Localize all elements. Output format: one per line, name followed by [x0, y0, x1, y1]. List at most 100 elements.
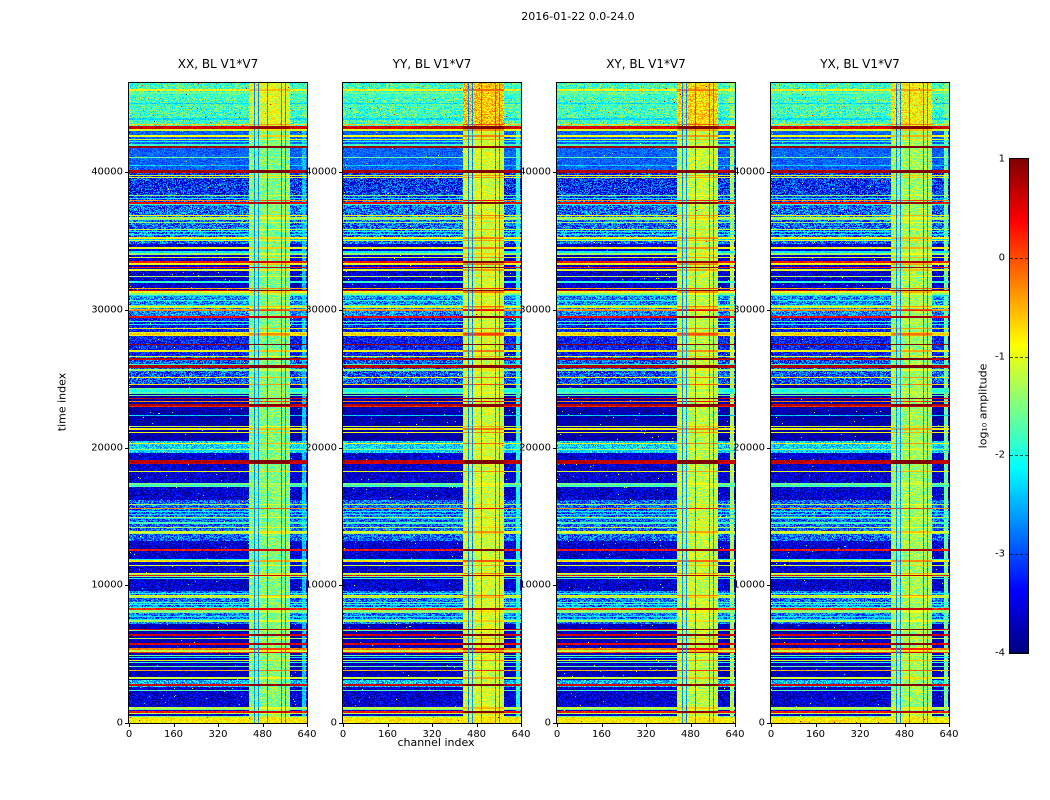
colorbar-tick-label: -1	[995, 351, 1005, 363]
y-tick-mark	[125, 310, 129, 312]
colorbar-tick-dash	[1010, 356, 1028, 358]
x-tick-label: 0	[553, 729, 561, 740]
y-tick-mark	[767, 723, 771, 724]
y-tick-label: 0	[116, 717, 123, 729]
x-tick-mark	[476, 723, 478, 727]
x-tick-mark	[432, 723, 433, 727]
y-tick-mark	[125, 447, 129, 449]
x-tick-mark	[904, 723, 906, 727]
y-tick-mark	[767, 172, 771, 174]
heatmap-canvas-yy	[343, 83, 521, 723]
x-tick-mark	[735, 723, 736, 727]
x-tick-mark	[860, 723, 861, 727]
colorbar-tick-dash	[1010, 652, 1028, 653]
y-tick-mark	[553, 723, 557, 724]
x-tick-label: 480	[894, 729, 915, 740]
x-tick-label: 160	[377, 729, 398, 740]
y-tick-label: 30000	[519, 304, 551, 316]
y-tick-mark	[125, 723, 129, 724]
heatmap-panel-xy: XY, BL V1*V7 0 160 320 480 640 0 10000 20000 300…	[519, 57, 744, 740]
x-tick-label: 320	[636, 729, 656, 740]
y-tick-label: 40000	[305, 166, 337, 178]
y-tick-label: 10000	[305, 579, 337, 591]
x-tick-label: 640	[939, 729, 959, 740]
x-tick-mark	[521, 723, 522, 727]
colorbar-tick-label: -3	[995, 548, 1005, 560]
y-tick-label: 10000	[91, 579, 123, 591]
y-tick-mark	[553, 585, 557, 587]
y-tick-mark	[767, 585, 771, 587]
colorbar-tick-dash	[1010, 554, 1028, 556]
y-tick-mark	[339, 310, 343, 312]
y-tick-mark	[553, 310, 557, 312]
y-tick-label: 30000	[733, 304, 765, 316]
x-tick-mark	[646, 723, 647, 727]
y-tick-label: 20000	[305, 442, 337, 454]
y-tick-label: 20000	[519, 442, 551, 454]
x-tick-label: 0	[125, 729, 133, 740]
x-tick-label: 160	[805, 729, 826, 740]
y-tick-label: 40000	[733, 166, 765, 178]
x-tick-mark	[690, 723, 692, 727]
x-tick-label: 480	[252, 729, 273, 740]
x-tick-mark	[601, 723, 603, 727]
x-tick-label: 160	[591, 729, 612, 740]
y-tick-mark	[125, 172, 129, 174]
y-tick-label: 20000	[733, 442, 765, 454]
colorbar-tick-label: 1	[998, 153, 1005, 165]
y-tick-label: 10000	[733, 579, 765, 591]
x-tick-mark	[815, 723, 817, 727]
x-tick-label: 480	[680, 729, 701, 740]
x-tick-label: 640	[297, 729, 317, 740]
y-tick-mark	[767, 310, 771, 312]
x-tick-label: 320	[208, 729, 228, 740]
y-tick-mark	[339, 447, 343, 449]
x-tick-mark	[307, 723, 308, 727]
x-tick-mark	[771, 723, 772, 727]
y-tick-mark	[339, 585, 343, 587]
x-tick-mark	[218, 723, 219, 727]
heatmap-canvas-xx	[129, 83, 307, 723]
y-tick-mark	[125, 585, 129, 587]
y-tick-label: 0	[758, 717, 765, 729]
x-tick-mark	[262, 723, 264, 727]
heatmap-canvas-yx	[771, 83, 949, 723]
x-axis-label: channel index	[397, 736, 475, 749]
x-tick-mark	[387, 723, 389, 727]
panel-title-xy: XY, BL V1*V7	[606, 57, 686, 71]
heatmap-panel-xx: XX, BL V1*V7 0 160 320 480 640 0 10000 20000 300…	[91, 57, 316, 740]
x-tick-label: 160	[163, 729, 184, 740]
heatmap-canvas-xy	[557, 83, 735, 723]
x-tick-label: 640	[725, 729, 745, 740]
x-tick-mark	[557, 723, 558, 727]
colorbar-tick-label: -2	[995, 449, 1005, 461]
heatmap-panel-yy: YY, BL V1*V7 0 160 320 480 640 0 10000 20000 300…	[305, 57, 530, 740]
colorbar-tick-dash	[1010, 455, 1028, 457]
x-tick-mark	[949, 723, 950, 727]
x-tick-label: 640	[511, 729, 531, 740]
y-tick-mark	[339, 723, 343, 724]
heatmap-panel-yx: YX, BL V1*V7 0 160 320 480 640 0 10000 20000 300…	[733, 57, 958, 740]
panel-title-yy: YY, BL V1*V7	[392, 57, 472, 71]
panel-title-yx: YX, BL V1*V7	[820, 57, 900, 71]
y-axis-label: time index	[55, 372, 69, 432]
colorbar-tick-label: -4	[995, 647, 1005, 659]
colorbar: log₁₀ amplitude 1 0 -1 -2 -3 -4	[977, 154, 1029, 659]
colorbar-label: log₁₀ amplitude	[976, 363, 990, 449]
y-tick-label: 10000	[519, 579, 551, 591]
y-tick-label: 0	[330, 717, 337, 729]
x-tick-label: 0	[339, 729, 347, 740]
figure-title: 2016-01-22 0.0-24.0	[521, 10, 635, 23]
y-tick-label: 20000	[91, 442, 123, 454]
panel-title-xx: XX, BL V1*V7	[177, 57, 259, 71]
x-tick-mark	[343, 723, 344, 727]
y-tick-mark	[553, 447, 557, 449]
colorbar-gradient	[1010, 159, 1028, 653]
y-tick-mark	[339, 172, 343, 174]
y-tick-label: 30000	[305, 304, 337, 316]
colorbar-tick-label: 0	[998, 252, 1005, 264]
x-tick-label: 320	[850, 729, 870, 740]
x-tick-label: 480	[466, 729, 487, 740]
y-tick-label: 30000	[91, 304, 123, 316]
